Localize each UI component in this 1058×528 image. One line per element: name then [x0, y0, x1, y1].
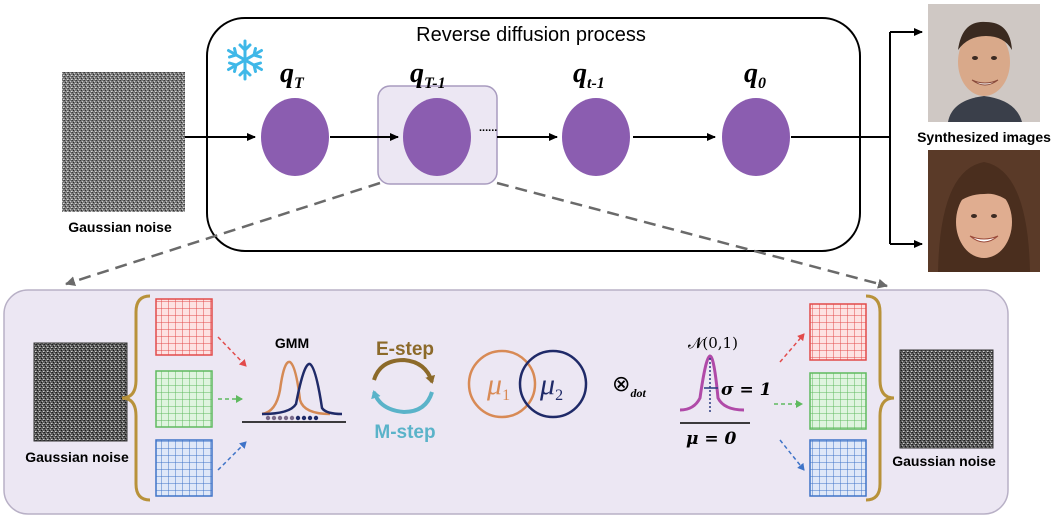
reverse-diffusion-box: [206, 17, 861, 252]
snowflake-icon: [227, 39, 263, 81]
grid-red-right: [809, 303, 867, 361]
arrow-to-red-right: [779, 333, 805, 363]
input-noise-label: Gaussian noise: [68, 219, 172, 235]
grid-green-left: [155, 370, 213, 428]
output-label: Synthesized images: [917, 129, 1051, 145]
mu-zero-label: μ = 0: [686, 429, 737, 449]
ellipsis-dots: ......: [479, 122, 497, 134]
left-noise-image: [33, 342, 128, 442]
detail-panel: [3, 289, 1009, 515]
face-photo-male-icon: [928, 4, 1040, 122]
m-step-arrow: [371, 390, 434, 415]
mu1-label: μ1: [486, 368, 510, 404]
normal-curve-plot: [679, 354, 750, 424]
right-noise-image: [899, 349, 994, 449]
grid-blue-left: [155, 439, 213, 497]
right-brace: [865, 294, 895, 502]
mu2-circle: [518, 349, 588, 419]
mu2-label: μ2: [539, 368, 563, 404]
left-brace: [121, 294, 151, 502]
otimes-dot-label: ⊗dot: [612, 372, 646, 400]
grid-blue-right: [809, 439, 867, 497]
m-step-label: M-step: [374, 422, 435, 443]
mu1-circle: [467, 349, 537, 419]
node-q-t-1: [562, 98, 630, 176]
node-label-q-T-1: qT-1: [410, 58, 446, 92]
node-q-T-1: [403, 98, 471, 176]
left-noise-label: Gaussian noise: [25, 449, 129, 465]
gmm-plot: [242, 360, 346, 423]
normal-dist-label: 𝓝(0,1): [688, 334, 738, 352]
zoom-line-left: [65, 181, 381, 287]
grid-green-right: [809, 372, 867, 430]
grid-red-left: [155, 298, 213, 356]
reverse-diffusion-title: Reverse diffusion process: [416, 24, 646, 46]
input-noise-image: [62, 72, 185, 212]
node-q-0: [722, 98, 790, 176]
node-label-q-0: q0: [744, 58, 766, 92]
gmm-label: GMM: [275, 335, 309, 351]
node-label-q-T: qT: [280, 58, 305, 92]
sigma-label: σ = 1: [721, 380, 771, 400]
node-q-T: [261, 98, 329, 176]
face-photo-female-icon: [928, 150, 1040, 272]
e-step-label: E-step: [376, 339, 434, 360]
right-noise-label: Gaussian noise: [892, 453, 996, 469]
zoom-line-right: [496, 181, 888, 289]
node-label-q-t-1: qt-1: [573, 58, 605, 92]
e-step-arrow: [372, 357, 436, 384]
